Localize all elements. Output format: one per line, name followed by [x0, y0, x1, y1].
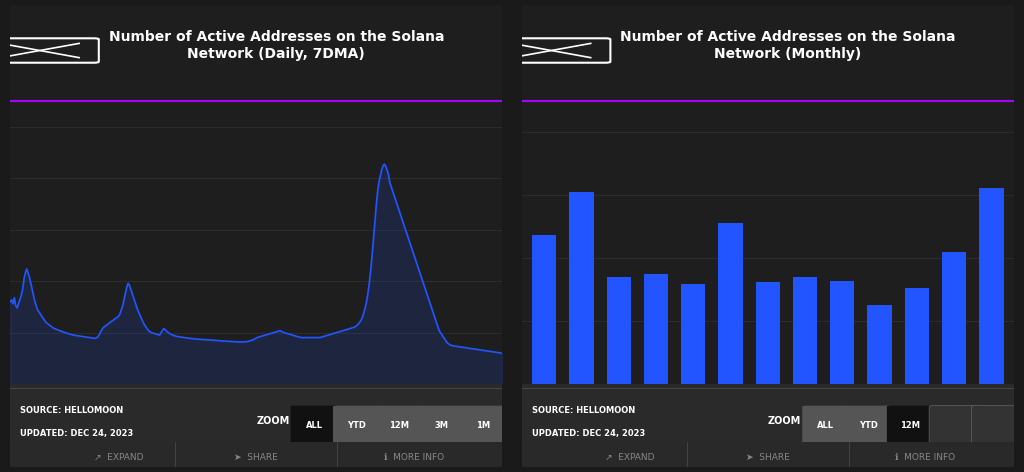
FancyBboxPatch shape [460, 405, 507, 445]
FancyBboxPatch shape [291, 405, 338, 445]
Bar [756, 282, 780, 384]
Text: UPDATED: DEC 24, 2023: UPDATED: DEC 24, 2023 [20, 430, 133, 438]
Text: ℹ  MORE INFO: ℹ MORE INFO [895, 453, 955, 462]
FancyBboxPatch shape [845, 405, 892, 445]
FancyBboxPatch shape [887, 405, 934, 445]
Bar [532, 235, 556, 384]
FancyBboxPatch shape [802, 405, 850, 445]
Text: YTD: YTD [859, 421, 878, 430]
FancyBboxPatch shape [418, 405, 465, 445]
Text: 12M: 12M [900, 421, 921, 430]
Text: Number of Active Addresses on the Solana
Network (Daily, 7DMA): Number of Active Addresses on the Solana… [109, 30, 444, 60]
FancyBboxPatch shape [522, 447, 1014, 467]
Bar [979, 188, 1004, 384]
Text: SOURCE: HELLOMOON: SOURCE: HELLOMOON [20, 406, 123, 415]
Bar [867, 304, 892, 384]
Bar [569, 192, 594, 384]
Bar [522, 442, 1014, 467]
Text: ↗  EXPAND: ↗ EXPAND [605, 453, 655, 462]
Text: Number of Active Addresses on the Solana
Network (Monthly): Number of Active Addresses on the Solana… [621, 30, 955, 60]
Bar [644, 274, 668, 384]
Text: 1M: 1M [476, 421, 490, 430]
Bar [793, 277, 817, 384]
Bar [942, 252, 967, 384]
Text: 12M: 12M [389, 421, 409, 430]
Text: SOURCE: HELLOMOON: SOURCE: HELLOMOON [531, 406, 635, 415]
Text: ↗  EXPAND: ↗ EXPAND [94, 453, 143, 462]
Bar [830, 280, 854, 384]
Text: ℹ  MORE INFO: ℹ MORE INFO [384, 453, 443, 462]
Text: 3M: 3M [434, 421, 449, 430]
Text: ZOOM: ZOOM [256, 416, 290, 427]
FancyBboxPatch shape [375, 405, 423, 445]
Text: ZOOM: ZOOM [768, 416, 801, 427]
Text: UPDATED: DEC 24, 2023: UPDATED: DEC 24, 2023 [531, 430, 645, 438]
FancyBboxPatch shape [333, 405, 380, 445]
FancyBboxPatch shape [10, 447, 502, 467]
Bar [10, 442, 502, 467]
Text: ➤  SHARE: ➤ SHARE [234, 453, 279, 462]
Text: YTD: YTD [347, 421, 366, 430]
FancyBboxPatch shape [929, 405, 976, 445]
FancyBboxPatch shape [972, 405, 1019, 445]
Bar [905, 288, 929, 384]
Bar [719, 222, 742, 384]
Text: ALL: ALL [817, 421, 835, 430]
Bar [606, 277, 631, 384]
Bar [681, 284, 706, 384]
Text: ALL: ALL [306, 421, 323, 430]
Text: ➤  SHARE: ➤ SHARE [745, 453, 790, 462]
